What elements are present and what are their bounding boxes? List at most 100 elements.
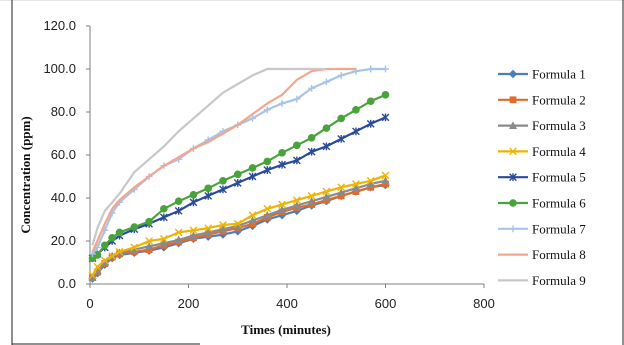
data-point [189,190,198,199]
legend-item-5: Formula 5 [498,170,586,185]
y-tick-label: 0.0 [58,276,76,291]
data-point [381,113,390,122]
legend-item-6: Formula 6 [498,196,586,211]
data-point [366,119,375,128]
data-point [174,197,183,206]
data-point [204,184,212,193]
data-point [219,185,227,194]
data-point [278,100,286,107]
data-point [263,106,271,114]
data-point [293,95,301,103]
data-point [337,134,346,143]
data-point [174,207,183,215]
x-tick-label: 800 [473,296,495,311]
data-point [248,211,257,220]
data-point [307,147,316,156]
legend-label: Formula 3 [532,118,586,133]
data-point [189,226,198,235]
data-point [322,187,331,196]
data-point [249,115,256,122]
data-point [366,176,375,185]
x-tick-label: 0 [86,296,93,311]
data-point [263,204,272,213]
data-point [218,224,227,233]
data-point [323,78,330,86]
data-point [88,273,97,281]
data-point [189,231,198,240]
data-point [145,241,154,250]
data-point [337,183,346,192]
x-tick-label: 600 [375,296,397,311]
data-point [248,216,257,224]
data-point [322,142,331,151]
data-point [100,258,109,266]
series-4 [88,171,390,280]
legend-marker [509,96,517,104]
y-tick-label: 20.0 [51,233,76,248]
series-line [91,67,356,253]
data-point [204,228,213,236]
legend-label: Formula 1 [532,67,586,82]
series-8 [91,67,356,253]
data-point [278,149,286,157]
legend-label: Formula 4 [532,144,586,159]
data-point [248,172,257,181]
data-point [93,262,102,271]
x-axis-title: Times (minutes) [241,322,331,337]
data-point [88,271,97,280]
data-point [100,241,109,250]
data-point [233,221,242,230]
data-point [189,198,198,207]
data-point [337,72,345,79]
legend-item-2: Formula 2 [498,92,586,107]
legend-label: Formula 2 [532,92,586,107]
legend-marker [509,173,517,182]
data-point [381,171,390,180]
data-point [204,191,213,200]
data-point [307,134,316,142]
data-point [263,210,272,219]
series-7 [89,65,389,258]
legend-marker [509,147,517,156]
data-point [263,166,272,174]
data-point [159,234,168,243]
data-point [263,157,272,166]
data-point [381,91,390,99]
legend: Formula 1 Formula 2 Formula 3 Formula 4 Form… [498,67,586,288]
data-point [159,238,168,247]
y-tick-label: 80.0 [51,104,76,119]
data-point [130,223,139,231]
data-point [322,124,331,132]
series-line [91,67,327,246]
data-point [292,201,301,209]
legend-item-7: Formula 7 [498,221,586,236]
legend-item-8: Formula 8 [498,247,586,262]
data-point [233,179,242,187]
legend-marker [509,225,517,233]
data-point [293,141,301,150]
data-point [93,251,102,259]
data-point [130,245,139,253]
series-6 [88,91,390,262]
data-point [204,224,213,232]
data-point [366,179,375,188]
data-point [366,97,375,106]
data-point [351,183,360,192]
legend-label: Formula 9 [532,273,586,288]
data-point [160,204,168,213]
data-point [352,127,360,136]
legend-label: Formula 7 [532,221,586,236]
data-point [108,252,117,260]
legend-label: Formula 8 [532,247,586,262]
y-tick-label: 40.0 [51,190,76,205]
data-point [337,114,345,123]
data-point [248,164,257,172]
data-point [278,205,287,214]
legend-marker [509,121,517,129]
data-point [115,228,124,237]
data-point [145,237,153,245]
legend-item-4: Formula 4 [498,144,586,159]
legend-item-9: Formula 9 [498,273,586,288]
data-point [278,200,286,209]
